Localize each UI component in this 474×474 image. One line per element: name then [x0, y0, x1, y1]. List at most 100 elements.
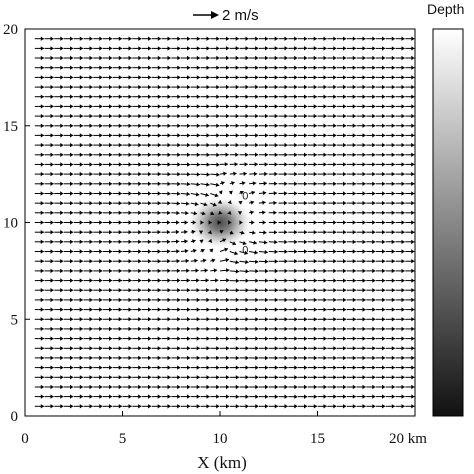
velocity-arrow-head [157, 336, 161, 341]
velocity-arrow-head [294, 307, 298, 312]
velocity-arrow-head [99, 326, 103, 332]
velocity-arrow-head [352, 326, 356, 332]
velocity-arrow-head [294, 123, 298, 128]
velocity-arrow-head [382, 171, 386, 177]
velocity-arrow-head [206, 75, 210, 80]
velocity-arrow-head [167, 172, 171, 177]
velocity-arrow-head [196, 152, 200, 157]
velocity-arrow-head [411, 365, 415, 370]
velocity-arrow-head [118, 220, 122, 225]
velocity-arrow-head [333, 355, 337, 361]
velocity-arrow-head [333, 336, 337, 341]
velocity-arrow-head [411, 394, 415, 399]
velocity-arrow-head [50, 201, 54, 206]
velocity-arrow-head [343, 384, 347, 390]
velocity-arrow-head [323, 404, 327, 409]
velocity-arrow-head [206, 182, 210, 187]
velocity-arrow-head [99, 384, 103, 390]
velocity-arrow-head [240, 230, 245, 235]
velocity-arrow-head [401, 152, 405, 157]
velocity-arrow-head [89, 220, 93, 225]
velocity-arrow-head [79, 210, 83, 215]
velocity-arrow-head [313, 375, 317, 380]
velocity-arrow-head [184, 220, 188, 225]
velocity-arrow-head [352, 65, 356, 70]
y-tick-label: 15 [3, 119, 18, 135]
velocity-arrow-head [40, 123, 44, 128]
velocity-arrow-head [362, 104, 366, 109]
velocity-arrow-head [362, 65, 366, 70]
velocity-arrow-head [391, 394, 395, 399]
velocity-arrow-head [372, 239, 376, 245]
velocity-arrow-head [175, 229, 180, 235]
velocity-arrow-head [157, 346, 161, 351]
velocity-arrow-head [323, 162, 327, 167]
velocity-arrow-head [255, 113, 259, 119]
velocity-arrow-head [70, 249, 74, 254]
velocity-arrow-head [274, 55, 278, 61]
velocity-arrow-head [313, 268, 317, 274]
velocity-arrow-head [255, 317, 259, 322]
velocity-arrow-head [216, 152, 220, 158]
velocity-arrow-head [196, 142, 200, 148]
velocity-arrow-head [185, 258, 189, 264]
velocity-arrow-head [362, 181, 366, 186]
velocity-arrow-head [284, 394, 288, 399]
velocity-arrow-head [196, 36, 200, 41]
velocity-arrow-head [138, 220, 142, 225]
velocity-arrow-head [401, 384, 405, 390]
velocity-arrow-head [60, 365, 64, 370]
velocity-arrow-head [411, 268, 415, 274]
velocity-arrow-head [138, 133, 142, 138]
velocity-arrow-head [109, 230, 113, 235]
velocity-arrow-head [138, 152, 142, 157]
velocity-arrow-head [70, 317, 74, 322]
velocity-arrow-head [216, 336, 220, 341]
velocity-arrow-head [391, 239, 395, 245]
velocity-arrow-head [313, 346, 317, 351]
velocity-arrow-head [128, 346, 132, 351]
velocity-arrow-head [89, 113, 93, 119]
velocity-arrow-head [109, 162, 113, 167]
velocity-arrow-head [118, 259, 122, 264]
velocity-arrow-head [372, 249, 376, 254]
velocity-arrow-head [255, 307, 259, 312]
velocity-arrow-head [99, 152, 103, 157]
velocity-arrow-head [79, 162, 83, 167]
velocity-arrow-head [333, 249, 337, 254]
velocity-arrow-head [239, 190, 244, 195]
velocity-arrow-head [294, 191, 298, 196]
velocity-arrow-head [70, 278, 74, 283]
velocity-arrow-head [167, 365, 171, 370]
velocity-arrow-head [343, 394, 347, 399]
velocity-arrow-head [187, 375, 191, 380]
velocity-arrow-head [118, 249, 122, 254]
velocity-arrow-head [304, 239, 308, 245]
velocity-arrow-head [401, 239, 405, 245]
velocity-arrow-head [148, 278, 152, 283]
velocity-arrow-head [352, 336, 356, 341]
velocity-arrow-head [333, 113, 337, 119]
velocity-arrow-head [205, 192, 209, 197]
velocity-arrow-head [333, 394, 337, 399]
velocity-arrow-head [235, 104, 239, 109]
velocity-arrow-head [177, 65, 181, 70]
velocity-arrow-head [265, 55, 269, 61]
velocity-arrow-head [323, 317, 327, 322]
velocity-arrow-head [109, 191, 113, 196]
velocity-arrow-head [303, 200, 308, 206]
velocity-arrow-head [128, 326, 132, 332]
velocity-arrow-head [411, 375, 415, 380]
velocity-arrow-head [313, 171, 317, 177]
velocity-arrow-head [265, 142, 269, 148]
velocity-arrow-head [304, 55, 308, 61]
velocity-arrow-head [362, 162, 366, 167]
velocity-arrow-head [333, 55, 337, 61]
velocity-arrow-head [323, 94, 327, 99]
velocity-arrow-head [391, 365, 395, 370]
velocity-arrow-head [109, 84, 113, 90]
velocity-arrow-head [323, 123, 327, 128]
velocity-arrow-head [138, 65, 142, 70]
velocity-arrow-head [79, 346, 83, 351]
velocity-arrow-head [313, 230, 317, 235]
